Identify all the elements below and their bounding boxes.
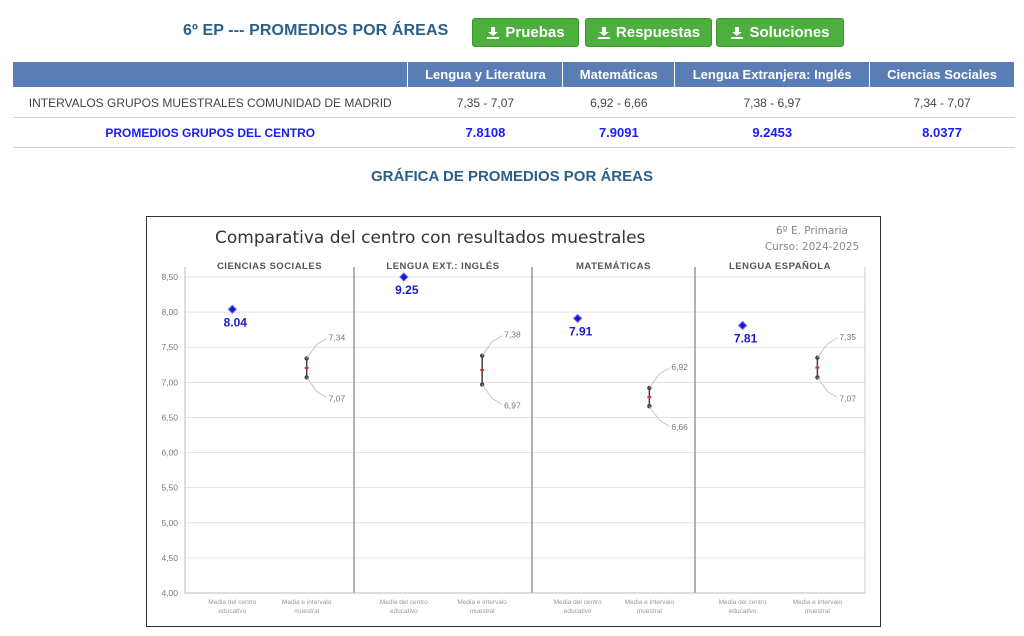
leader-line bbox=[306, 377, 327, 398]
x-category-label: muestral bbox=[294, 608, 319, 615]
y-tick-label: 5,50 bbox=[161, 483, 178, 493]
y-tick-label: 7,00 bbox=[161, 377, 178, 387]
column-header: Lengua y Literatura bbox=[407, 61, 564, 88]
center-average-marker bbox=[227, 304, 238, 315]
x-category-label: Media del centro bbox=[554, 599, 602, 606]
chart-title: Comparativa del centro con resultados mu… bbox=[215, 228, 646, 248]
top-bar: 6º EP --- PROMEDIOS POR ÁREAS Pruebas Re… bbox=[0, 0, 1024, 60]
x-category-label: educativo bbox=[218, 608, 246, 615]
x-category-label: educativo bbox=[564, 608, 592, 615]
comparison-chart: Comparativa del centro con resultados mu… bbox=[146, 216, 881, 627]
row-label: INTERVALOS GRUPOS MUESTRALES COMUNIDAD D… bbox=[12, 87, 408, 118]
chart-canvas: Comparativa del centro con resultados mu… bbox=[161, 225, 866, 615]
chart-subtitle: Curso: 2024-2025 bbox=[765, 241, 859, 253]
center-average-label: 7.91 bbox=[569, 324, 593, 338]
center-average-marker bbox=[737, 320, 748, 331]
table-cell: 7,34 - 7,07 bbox=[869, 87, 1015, 118]
table-cell: 7,35 - 7,07 bbox=[407, 87, 563, 118]
column-header: Matemáticas bbox=[562, 61, 676, 88]
download-icon bbox=[487, 26, 500, 39]
interval-low-label: 7,07 bbox=[329, 393, 346, 403]
leader-line bbox=[481, 384, 503, 405]
table-header-row: Lengua y Literatura Matemáticas Lengua E… bbox=[11, 61, 1015, 88]
y-tick-label: 4,50 bbox=[161, 553, 178, 563]
x-category-label: Media del centro bbox=[719, 599, 767, 606]
column-header: Ciencias Sociales bbox=[869, 61, 1015, 88]
chart-section-title: GRÁFICA DE PROMEDIOS POR ÁREAS bbox=[371, 168, 653, 185]
x-category-label: muestral bbox=[637, 608, 662, 615]
x-category-label: Media e intervalo bbox=[793, 599, 843, 606]
x-category-label: muestral bbox=[805, 608, 830, 615]
results-table: Lengua y Literatura Matemáticas Lengua E… bbox=[11, 61, 1015, 148]
chart-subtitle: 6º E. Primaria bbox=[776, 225, 848, 237]
pruebas-download-button[interactable]: Pruebas bbox=[472, 18, 579, 47]
y-tick-label: 4,00 bbox=[161, 588, 178, 598]
x-category-label: educativo bbox=[729, 608, 757, 615]
leader-line bbox=[649, 405, 670, 427]
center-average-marker bbox=[399, 272, 409, 282]
column-header: Lengua Extranjera: Inglés bbox=[674, 61, 871, 88]
leader-line bbox=[817, 337, 838, 358]
respuestas-download-button[interactable]: Respuestas bbox=[585, 18, 712, 47]
center-average-label: 8.04 bbox=[224, 315, 248, 329]
center-average-label: 7.81 bbox=[734, 331, 758, 345]
download-icon bbox=[597, 26, 610, 39]
table-cell: 7,38 - 6,97 bbox=[674, 87, 870, 118]
row-label: PROMEDIOS GRUPOS DEL CENTRO bbox=[12, 117, 408, 148]
download-icon bbox=[731, 26, 744, 39]
y-tick-label: 8,50 bbox=[161, 272, 178, 282]
respuestas-button-label: Respuestas bbox=[615, 24, 701, 41]
panel-title: LENGUA ESPAÑOLA bbox=[729, 261, 831, 272]
table-cell: 8.0377 bbox=[869, 117, 1015, 148]
leader-line bbox=[817, 377, 838, 398]
soluciones-download-button[interactable]: Soluciones bbox=[716, 18, 844, 47]
y-tick-label: 7,50 bbox=[161, 342, 178, 352]
y-tick-label: 6,50 bbox=[161, 412, 178, 422]
panel-title: CIENCIAS SOCIALES bbox=[217, 261, 322, 272]
interval-low-label: 6,97 bbox=[504, 400, 521, 410]
x-category-label: Media del centro bbox=[208, 599, 256, 606]
panel-title: MATEMÁTICAS bbox=[576, 261, 651, 272]
interval-low-label: 7,07 bbox=[839, 393, 856, 403]
x-category-label: muestral bbox=[470, 608, 495, 615]
leader-line bbox=[306, 338, 327, 359]
panel-title: LENGUA EXT.: INGLÉS bbox=[386, 261, 499, 272]
y-tick-label: 5,00 bbox=[161, 518, 178, 528]
x-category-label: Media e intervalo bbox=[625, 599, 675, 606]
table-cell: 7.8108 bbox=[407, 117, 563, 148]
leader-line bbox=[481, 335, 503, 356]
table-cell: 9.2453 bbox=[674, 117, 870, 148]
center-average-label: 9.25 bbox=[395, 283, 419, 297]
interval-high-label: 7,34 bbox=[329, 332, 346, 342]
y-tick-label: 8,00 bbox=[161, 307, 178, 317]
table-cell: 6,92 - 6,66 bbox=[562, 87, 675, 118]
x-category-label: educativo bbox=[390, 608, 418, 615]
interval-high-label: 7,35 bbox=[839, 332, 856, 342]
pruebas-button-label: Pruebas bbox=[505, 24, 565, 41]
table-row-intervals: INTERVALOS GRUPOS MUESTRALES COMUNIDAD D… bbox=[12, 87, 1015, 118]
table-cell: 7.9091 bbox=[562, 117, 675, 148]
page-title: 6º EP --- PROMEDIOS POR ÁREAS bbox=[183, 22, 449, 39]
y-tick-label: 6,00 bbox=[161, 448, 178, 458]
interval-high-label: 7,38 bbox=[504, 330, 521, 340]
interval-low-label: 6,66 bbox=[671, 422, 688, 432]
table-row-center-averages: PROMEDIOS GRUPOS DEL CENTRO 7.8108 7.909… bbox=[12, 117, 1015, 148]
table-header-empty bbox=[11, 61, 409, 88]
interval-high-label: 6,92 bbox=[671, 362, 688, 372]
x-category-label: Media e intervalo bbox=[282, 599, 332, 606]
soluciones-button-label: Soluciones bbox=[749, 24, 830, 41]
x-category-label: Media del centro bbox=[380, 599, 428, 606]
x-category-label: Media e intervalo bbox=[457, 599, 507, 606]
leader-line bbox=[649, 367, 670, 389]
center-average-marker bbox=[572, 313, 583, 324]
